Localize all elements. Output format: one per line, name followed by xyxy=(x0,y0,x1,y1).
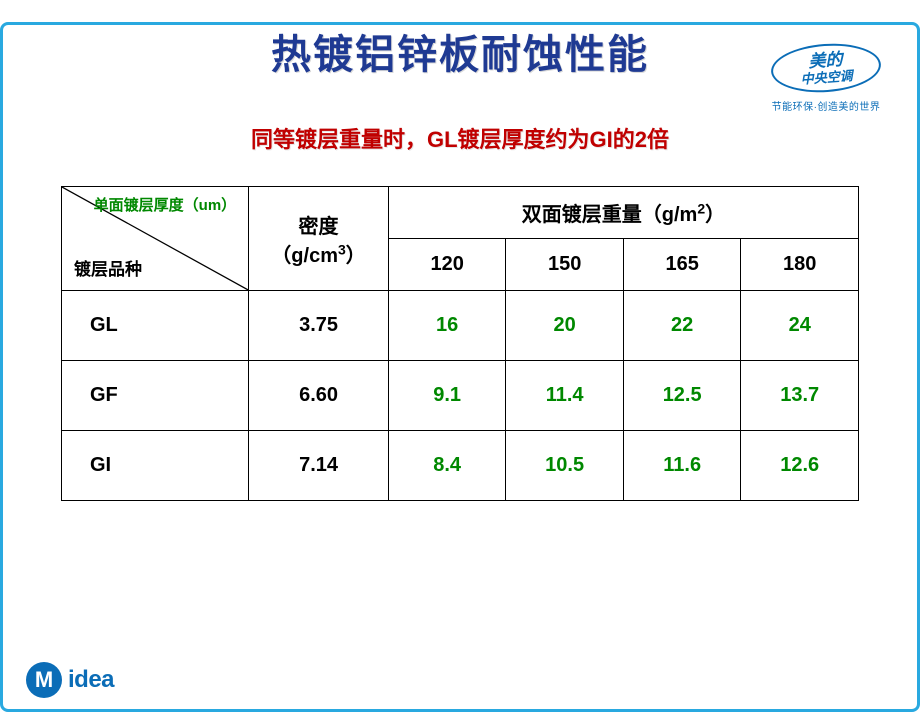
slide-frame xyxy=(0,22,920,712)
brand-logo-right: 美的 中央空调 节能环保·创造美的世界 xyxy=(756,44,896,113)
midea-logo: M idea xyxy=(26,662,114,698)
logo-text-bottom: 中央空调 xyxy=(800,69,853,86)
logo-oval: 美的 中央空调 xyxy=(769,40,882,96)
diag-header-bottom: 镀层品种 xyxy=(74,255,142,280)
logo-tagline: 节能环保·创造美的世界 xyxy=(756,98,896,113)
m-badge-icon: M xyxy=(26,662,62,698)
diag-header-top: 单面镀层厚度（um） xyxy=(94,197,237,216)
logo-text-top: 美的 xyxy=(808,51,843,70)
